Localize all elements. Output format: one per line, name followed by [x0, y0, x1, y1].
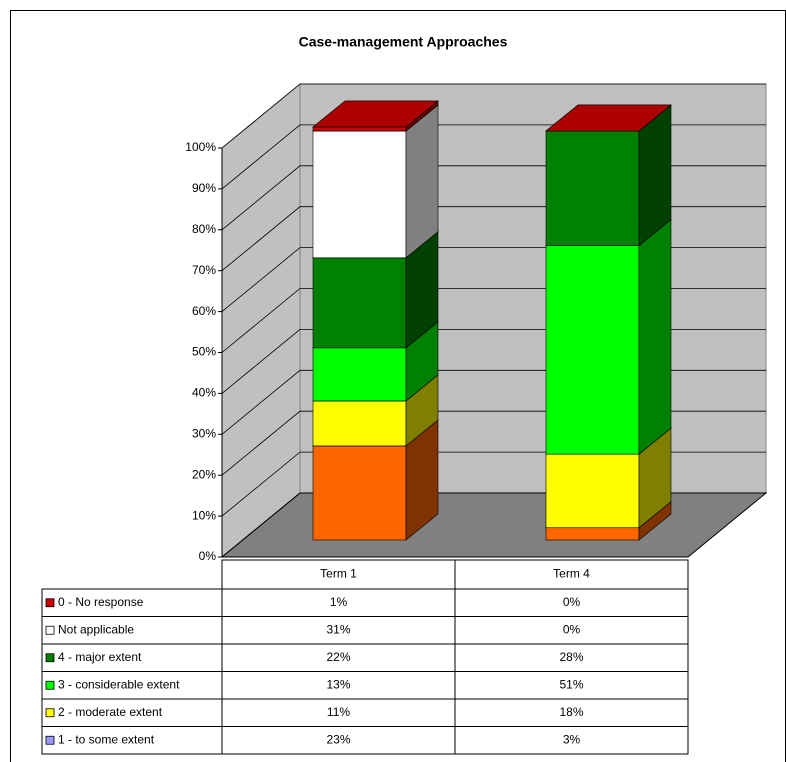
- bar-front: [312, 126, 407, 132]
- legend-key: [45, 680, 55, 690]
- table-value: 28%: [559, 650, 583, 664]
- y-tick-label: 90%: [192, 181, 216, 195]
- y-tick-label: 0%: [199, 549, 217, 563]
- table-value: 23%: [326, 732, 350, 746]
- floor: [220, 492, 768, 558]
- legend-label: 4 - major extent: [58, 650, 142, 664]
- table-value: 22%: [326, 650, 350, 664]
- chart-title: Case-management Approaches: [299, 34, 508, 50]
- y-tick-label: 80%: [192, 222, 216, 236]
- x-tick-label: Term 1: [320, 567, 357, 581]
- y-tick-label: 40%: [192, 386, 216, 400]
- table-value: 3%: [563, 732, 581, 746]
- bar-front: [312, 130, 407, 259]
- y-tick-label: 70%: [192, 263, 216, 277]
- legend-label: 2 - moderate extent: [58, 705, 163, 719]
- grid-line: [221, 83, 766, 149]
- table-value: 13%: [326, 677, 350, 691]
- legend-key: [45, 598, 55, 608]
- legend-label: 3 - considerable extent: [58, 677, 180, 691]
- y-tick-label: 30%: [192, 426, 216, 440]
- table-value: 0%: [563, 622, 581, 636]
- bar-front: [312, 257, 407, 349]
- bar-side: [638, 218, 672, 455]
- table-value: 31%: [326, 622, 350, 636]
- bar-top: [545, 104, 672, 132]
- table-value: 11%: [327, 705, 350, 719]
- bar-front: [312, 400, 407, 447]
- bar-front: [545, 130, 640, 246]
- x-tick-label: Term 4: [553, 567, 590, 581]
- bar-side: [405, 104, 439, 259]
- y-tick-label: 10%: [192, 508, 216, 522]
- bar-top: [312, 100, 439, 128]
- table-value: 18%: [559, 705, 583, 719]
- legend-key: [45, 735, 55, 745]
- table-value: 0%: [563, 595, 581, 609]
- y-tick-label: 50%: [192, 345, 216, 359]
- bar-front: [545, 453, 640, 529]
- legend-label: Not applicable: [58, 622, 134, 636]
- legend-label: 1 - to some extent: [58, 732, 155, 746]
- legend-key: [45, 708, 55, 718]
- bar-front: [312, 347, 407, 402]
- bar-front: [312, 445, 407, 541]
- bar-front: [545, 245, 640, 455]
- legend-key: [45, 625, 55, 635]
- legend-label: 0 - No response: [58, 595, 144, 609]
- table-value: 51%: [559, 677, 583, 691]
- y-tick-label: 100%: [185, 140, 216, 154]
- bar-front: [545, 527, 640, 541]
- table-value: 1%: [330, 595, 348, 609]
- y-tick-label: 60%: [192, 304, 216, 318]
- legend-key: [45, 653, 55, 663]
- y-tick-label: 20%: [192, 467, 216, 481]
